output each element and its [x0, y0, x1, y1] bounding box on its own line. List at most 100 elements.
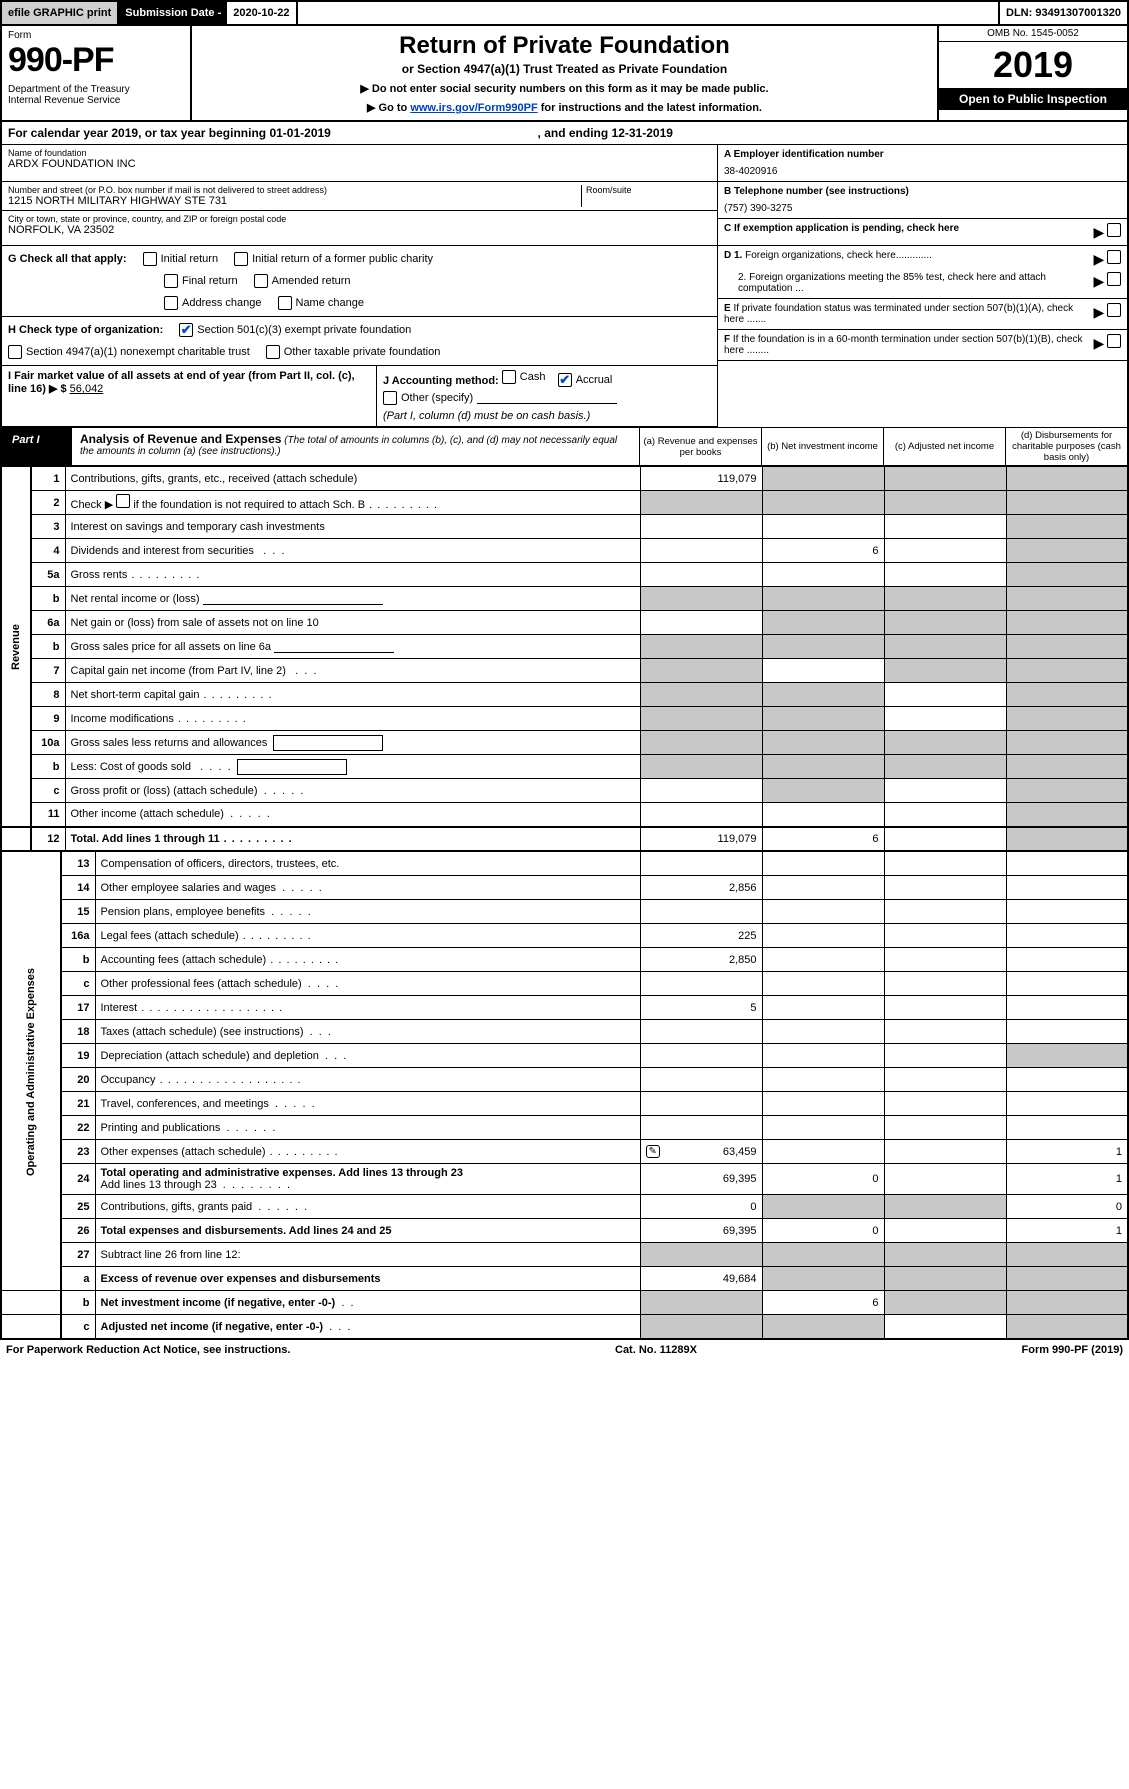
chk-name-change[interactable]: Name change: [278, 296, 365, 310]
table-row: b Net rental income or (loss): [1, 587, 1128, 611]
line-num: a: [61, 1267, 95, 1291]
line-num: 26: [61, 1219, 95, 1243]
line-num: 7: [31, 659, 65, 683]
efile-print-button[interactable]: efile GRAPHIC print: [2, 2, 119, 24]
line-desc: Printing and publications . . . . . .: [95, 1116, 640, 1140]
chk-501c3[interactable]: Section 501(c)(3) exempt private foundat…: [179, 323, 411, 337]
f-label: F F If the foundation is in a 60-month t…: [724, 334, 1087, 356]
line-desc: Legal fees (attach schedule): [95, 924, 640, 948]
table-row: 10a Gross sales less returns and allowan…: [1, 731, 1128, 755]
line-num: 13: [61, 852, 95, 876]
table-row: 18 Taxes (attach schedule) (see instruct…: [1, 1020, 1128, 1044]
chk-sch-b[interactable]: [116, 494, 130, 508]
table-row: 22 Printing and publications . . . . . .: [1, 1116, 1128, 1140]
part1-tab: Part I: [2, 428, 72, 465]
col-d-head: (d) Disbursements for charitable purpose…: [1005, 428, 1127, 465]
line-num: 11: [31, 803, 65, 827]
top-bar: efile GRAPHIC print Submission Date - 20…: [0, 0, 1129, 26]
line-desc: Interest on savings and temporary cash i…: [65, 515, 640, 539]
chk-d1[interactable]: [1107, 250, 1121, 264]
chk-4947[interactable]: Section 4947(a)(1) nonexempt charitable …: [8, 345, 250, 359]
table-row: 20 Occupancy: [1, 1068, 1128, 1092]
footer-mid: Cat. No. 11289X: [615, 1344, 697, 1356]
line-num: 4: [31, 539, 65, 563]
amt-b: [762, 467, 884, 491]
chk-other-taxable[interactable]: Other taxable private foundation: [266, 345, 441, 359]
chk-d2[interactable]: [1107, 272, 1121, 286]
line-num: c: [61, 972, 95, 996]
table-row: Revenue 1 Contributions, gifts, grants, …: [1, 467, 1128, 491]
city-cell: City or town, state or province, country…: [2, 211, 717, 246]
phone-label: B Telephone number (see instructions): [724, 186, 1121, 197]
h-check-row: H Check type of organization: Section 50…: [2, 317, 717, 366]
chk-e[interactable]: [1107, 303, 1121, 317]
line-num: c: [31, 779, 65, 803]
chk-amended[interactable]: Amended return: [254, 274, 351, 288]
chk-initial-former[interactable]: Initial return of a former public charit…: [234, 252, 433, 266]
revenue-table: Revenue 1 Contributions, gifts, grants, …: [0, 466, 1129, 851]
table-row: 19 Depreciation (attach schedule) and de…: [1, 1044, 1128, 1068]
irs-link[interactable]: www.irs.gov/Form990PF: [410, 102, 537, 114]
ein-label: A Employer identification number: [724, 149, 1121, 160]
line-num: 5a: [31, 563, 65, 587]
chk-other-method[interactable]: Other (specify): [383, 391, 617, 405]
line-desc: Excess of revenue over expenses and disb…: [95, 1267, 640, 1291]
line-desc: Less: Cost of goods sold . . . .: [65, 755, 640, 779]
phone-cell: B Telephone number (see instructions) (7…: [718, 182, 1127, 219]
goto-pre: ▶ Go to: [367, 102, 410, 114]
calyear-pre: For calendar year 2019, or tax year begi…: [8, 126, 269, 140]
table-row: 27 Subtract line 26 from line 12:: [1, 1243, 1128, 1267]
omb-number: OMB No. 1545-0052: [939, 26, 1127, 42]
chk-address-change[interactable]: Address change: [164, 296, 262, 310]
line-num: 24: [61, 1164, 95, 1195]
table-row: a Excess of revenue over expenses and di…: [1, 1267, 1128, 1291]
table-row: 4 Dividends and interest from securities…: [1, 539, 1128, 563]
form-subtitle: or Section 4947(a)(1) Trust Treated as P…: [202, 62, 927, 76]
line-num: 18: [61, 1020, 95, 1044]
chk-initial-return[interactable]: Initial return: [143, 252, 218, 266]
submission-date-label: Submission Date -: [119, 2, 227, 24]
check-icon: [179, 323, 193, 337]
part1-title: Analysis of Revenue and Expenses (The to…: [72, 428, 639, 465]
table-row: 16a Legal fees (attach schedule) 225: [1, 924, 1128, 948]
line-num: 27: [61, 1243, 95, 1267]
line-num: 20: [61, 1068, 95, 1092]
line-desc: Other professional fees (attach schedule…: [95, 972, 640, 996]
line-desc: Travel, conferences, and meetings . . . …: [95, 1092, 640, 1116]
table-row: 24 Total operating and administrative ex…: [1, 1164, 1128, 1195]
line-desc: Gross sales price for all assets on line…: [65, 635, 640, 659]
table-row: 2 Check ▶ if the foundation is not requi…: [1, 491, 1128, 515]
line-num: 25: [61, 1195, 95, 1219]
line-num: b: [61, 1291, 95, 1315]
attachment-icon[interactable]: ✎: [646, 1145, 660, 1158]
chk-c[interactable]: [1107, 223, 1121, 237]
table-row: 8 Net short-term capital gain: [1, 683, 1128, 707]
line-num: b: [31, 755, 65, 779]
chk-f[interactable]: [1107, 334, 1121, 348]
chk-accrual[interactable]: Accrual: [558, 373, 613, 387]
table-row: c Adjusted net income (if negative, ente…: [1, 1315, 1128, 1339]
line-desc: Subtract line 26 from line 12:: [95, 1243, 640, 1267]
goto-note: ▶ Go to www.irs.gov/Form990PF for instru…: [202, 101, 927, 114]
line-num: 22: [61, 1116, 95, 1140]
line-desc: Pension plans, employee benefits . . . .…: [95, 900, 640, 924]
table-row: 11 Other income (attach schedule) . . . …: [1, 803, 1128, 827]
ssn-warning: ▶ Do not enter social security numbers o…: [202, 82, 927, 95]
table-row: 6a Net gain or (loss) from sale of asset…: [1, 611, 1128, 635]
table-row: Operating and Administrative Expenses 13…: [1, 852, 1128, 876]
chk-cash[interactable]: Cash: [502, 370, 546, 384]
line-num: 2: [31, 491, 65, 515]
line-num: 6a: [31, 611, 65, 635]
tax-year: 2019: [939, 42, 1127, 88]
chk-final-return[interactable]: Final return: [164, 274, 238, 288]
amt-c: [884, 467, 1006, 491]
dln-value: DLN: 93491307001320: [998, 2, 1127, 24]
footer-left: For Paperwork Reduction Act Notice, see …: [6, 1344, 290, 1356]
line-desc: Accounting fees (attach schedule): [95, 948, 640, 972]
line-num: 19: [61, 1044, 95, 1068]
col-b-head: (b) Net investment income: [761, 428, 883, 465]
line-num: 9: [31, 707, 65, 731]
amt-a: 119,079: [640, 467, 762, 491]
line-desc: Depreciation (attach schedule) and deple…: [95, 1044, 640, 1068]
table-row: 3 Interest on savings and temporary cash…: [1, 515, 1128, 539]
